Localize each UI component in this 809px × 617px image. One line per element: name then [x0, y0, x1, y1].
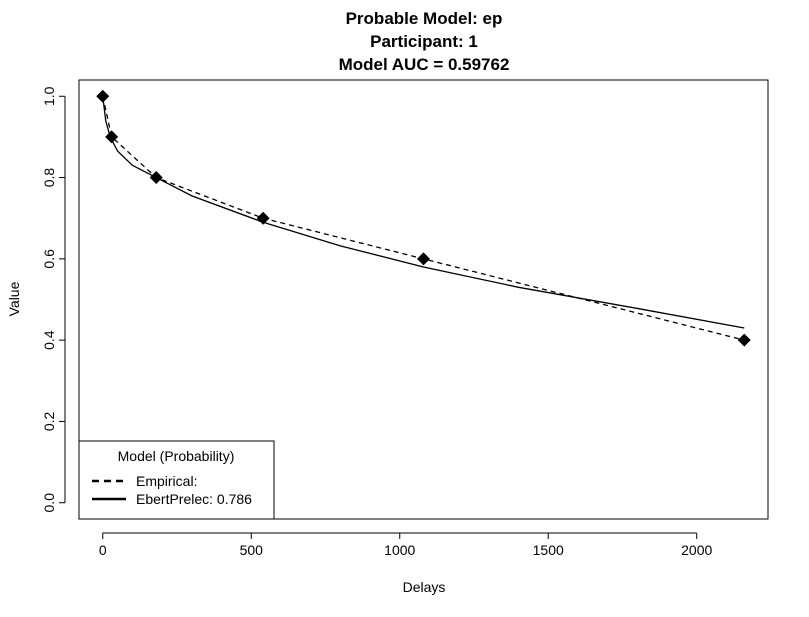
y-axis-label: Value	[6, 281, 22, 316]
x-tick-label: 0	[99, 542, 107, 558]
legend-box	[78, 440, 275, 520]
x-tick-label: 500	[240, 542, 264, 558]
x-axis: 0 500 1000 1500 2000	[99, 532, 713, 558]
data-point	[417, 252, 430, 266]
x-tick-label: 1000	[384, 542, 415, 558]
data-point	[149, 171, 163, 185]
x-tick-label: 1500	[533, 542, 564, 558]
y-tick-label: 0.0	[41, 493, 57, 513]
points-layer	[96, 89, 751, 347]
series-line-empirical	[102, 96, 745, 341]
y-tick-label: 0.8	[41, 168, 57, 188]
legend-entry-ebertprelec: EbertPrelec: 0.786	[136, 491, 252, 507]
y-axis: 0.0 0.2 0.4 0.6 0.8 1.0	[41, 86, 66, 513]
legend: Model (Probability) Empirical: EbertPrel…	[78, 440, 275, 520]
y-tick-label: 0.6	[41, 249, 57, 269]
series-layer	[102, 96, 745, 341]
data-point	[256, 211, 270, 225]
legend-title: Model (Probability)	[118, 448, 235, 464]
data-point	[96, 89, 110, 103]
chart-title-line-2: Participant: 1	[370, 32, 478, 51]
legend-entry-empirical: Empirical:	[136, 473, 197, 489]
chart-title-line-3: Model AUC = 0.59762	[339, 55, 510, 74]
series-line-ebertprelec	[102, 96, 745, 329]
data-point	[737, 333, 751, 347]
x-axis-label: Delays	[403, 579, 446, 595]
y-tick-label: 0.4	[41, 330, 57, 350]
x-tick-label: 2000	[681, 542, 712, 558]
data-point	[105, 130, 119, 144]
y-tick-label: 1.0	[41, 86, 57, 106]
y-tick-label: 0.2	[41, 412, 57, 432]
plot-frame	[78, 79, 769, 520]
chart-title-line-1: Probable Model: ep	[346, 9, 503, 28]
